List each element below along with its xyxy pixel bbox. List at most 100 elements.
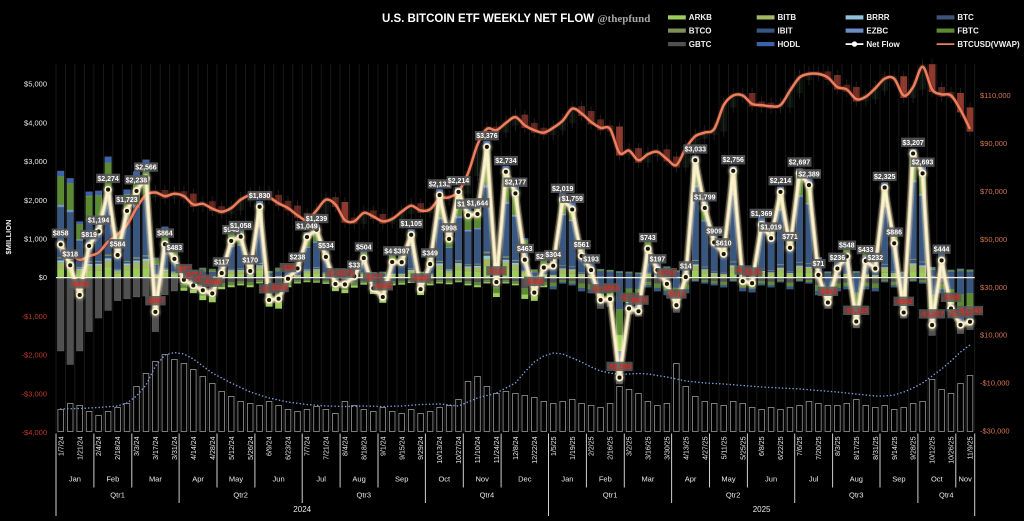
svg-text:Sep: Sep [892,475,905,484]
svg-text:-$887: -$887 [146,298,164,305]
svg-text:10/27/24: 10/27/24 [456,436,463,463]
svg-text:-$450: -$450 [71,281,89,288]
svg-text:Qtr4: Qtr4 [939,491,954,500]
svg-text:Qtr2: Qtr2 [726,491,741,500]
svg-text:$1,723: $1,723 [116,197,138,204]
svg-text:$771: $771 [782,234,798,241]
svg-text:$0: $0 [39,273,47,282]
svg-text:$483: $483 [167,245,183,252]
svg-text:$238: $238 [290,255,306,262]
svg-text:GBTC: GBTC [689,40,712,49]
svg-text:-$30: -$30 [281,265,295,272]
svg-text:$534: $534 [318,243,334,250]
svg-text:2/2/25: 2/2/25 [589,436,596,456]
svg-text:-$553: -$553 [601,285,619,292]
svg-text:12/22/24: 12/22/24 [532,436,539,463]
svg-text:9/14/25: 9/14/25 [892,436,899,459]
svg-text:$1,239: $1,239 [306,216,328,223]
svg-text:ARKB: ARKB [689,13,712,22]
svg-text:3/16/25: 3/16/25 [646,436,653,459]
svg-text:$3,207: $3,207 [902,140,924,147]
svg-text:-$902: -$902 [895,299,913,306]
svg-text:-$799: -$799 [942,295,960,302]
svg-text:$819: $819 [81,232,97,239]
svg-text:$504: $504 [356,244,372,251]
svg-text:Aug: Aug [850,475,863,484]
svg-text:$2,000: $2,000 [24,196,47,205]
svg-text:Jan: Jan [69,475,81,484]
svg-text:$2,238: $2,238 [126,177,148,184]
svg-text:-$408: -$408 [203,280,221,287]
svg-text:Sep: Sep [395,475,408,484]
svg-text:8/3/25: 8/3/25 [835,436,842,456]
svg-text:$170: $170 [242,257,258,264]
svg-text:9/1/24: 9/1/24 [380,436,387,456]
svg-text:$743: $743 [640,235,656,242]
svg-text:$70,000: $70,000 [980,187,1007,196]
svg-text:$90,000: $90,000 [980,139,1007,148]
svg-text:$2,214: $2,214 [770,178,792,185]
svg-text:$1,644: $1,644 [467,200,489,207]
svg-text:-$388: -$388 [525,279,543,286]
svg-text:$610: $610 [716,240,732,247]
svg-text:$MILLION: $MILLION [4,220,13,255]
svg-text:$14: $14 [680,263,692,270]
svg-text:-$643: -$643 [819,289,837,296]
svg-text:8/17/25: 8/17/25 [854,436,861,459]
svg-text:$349: $349 [422,250,438,257]
svg-text:2/18/24: 2/18/24 [115,436,122,459]
svg-text:10/12/25: 10/12/25 [930,436,937,463]
svg-text:$2,177: $2,177 [505,180,527,187]
svg-text:$1,019: $1,019 [760,225,782,232]
svg-text:7/6/25: 7/6/25 [797,436,804,456]
svg-text:Qtr4: Qtr4 [480,491,495,500]
svg-text:$2,734: $2,734 [495,158,517,165]
svg-text:$2,697: $2,697 [789,160,811,167]
svg-text:$5,000: $5,000 [24,80,47,89]
svg-text:Feb: Feb [106,475,119,484]
svg-text:$117: $117 [214,259,229,266]
svg-text:$1,194: $1,194 [88,218,110,225]
svg-text:$998: $998 [441,225,457,232]
svg-text:10/26/25: 10/26/25 [949,436,956,463]
svg-text:1/7/24: 1/7/24 [58,436,65,456]
svg-text:3/30/25: 3/30/25 [665,436,672,459]
svg-text:Aug: Aug [352,475,365,484]
svg-text:7/7/24: 7/7/24 [305,436,312,456]
svg-text:HODL: HODL [778,40,801,49]
svg-text:1/5/25: 1/5/25 [551,436,558,456]
svg-text:-$163: -$163 [658,270,676,277]
svg-text:3/17/24: 3/17/24 [153,436,160,459]
svg-text:$50,000: $50,000 [980,235,1007,244]
svg-text:2025: 2025 [753,505,771,514]
svg-text:Qtr3: Qtr3 [849,491,864,500]
svg-text:9/29/24: 9/29/24 [418,436,425,459]
svg-text:8/18/24: 8/18/24 [361,436,368,459]
svg-text:12/8/24: 12/8/24 [513,436,520,459]
svg-text:BITB: BITB [778,13,797,22]
svg-text:Dec: Dec [518,475,532,484]
svg-text:3/3/24: 3/3/24 [134,436,141,456]
svg-text:$3,000: $3,000 [24,157,47,166]
svg-text:11/24/24: 11/24/24 [494,436,501,463]
svg-text:$584: $584 [110,241,126,248]
svg-text:$232: $232 [868,255,884,262]
svg-text:$2,389: $2,389 [798,171,820,178]
svg-text:9/28/25: 9/28/25 [911,436,918,459]
svg-text:Oct: Oct [931,475,944,484]
svg-text:$444: $444 [934,247,950,254]
svg-text:5/25/25: 5/25/25 [740,436,747,459]
svg-text:$2,325: $2,325 [874,174,896,181]
svg-text:5/12/24: 5/12/24 [229,436,236,459]
svg-text:$318: $318 [62,252,78,259]
svg-text:$236: $236 [830,255,846,262]
svg-text:Jun: Jun [765,475,777,484]
svg-text:$2,756: $2,756 [722,157,744,164]
svg-text:$561: $561 [574,242,590,249]
svg-text:2/16/25: 2/16/25 [608,436,615,459]
svg-text:EZBC: EZBC [866,26,888,35]
svg-text:4/27/25: 4/27/25 [702,436,709,459]
svg-text:$864: $864 [157,231,173,238]
svg-text:FBTC: FBTC [957,26,979,35]
svg-text:Qtr3: Qtr3 [357,491,372,500]
